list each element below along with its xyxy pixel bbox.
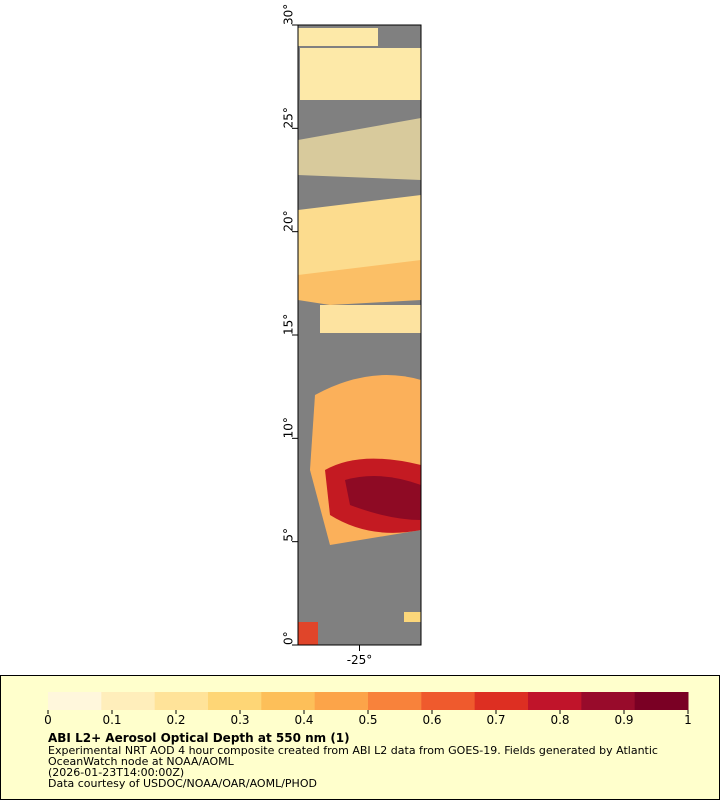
colorbar-tick-label: 0.4 bbox=[294, 713, 313, 727]
colorbar-swatch bbox=[208, 692, 262, 710]
colorbar-tick-label: 0.1 bbox=[102, 713, 121, 727]
aod-field bbox=[298, 25, 421, 645]
colorbar-swatch bbox=[48, 692, 102, 710]
y-tick-label: 25° bbox=[282, 107, 296, 128]
colorbar-swatch bbox=[314, 692, 369, 710]
colorbar-swatch bbox=[474, 692, 529, 710]
note: Experimental NRT AOD 4 hour composite cr… bbox=[48, 744, 658, 757]
colorbar-tick-label: 0.3 bbox=[230, 713, 249, 727]
note: OceanWatch node at NOAA/AOML bbox=[48, 755, 235, 768]
colorbar-swatch bbox=[101, 692, 156, 710]
colorbar-tick-label: 0.2 bbox=[166, 713, 185, 727]
note: (2026-01-23T14:00:00Z) bbox=[48, 766, 184, 779]
colorbar-tick-label: 0.5 bbox=[358, 713, 377, 727]
y-tick-label: 30° bbox=[282, 4, 296, 25]
y-tick-label: 5° bbox=[282, 528, 296, 542]
y-tick-label: 0° bbox=[282, 631, 296, 645]
colorbar-swatch bbox=[421, 692, 476, 710]
title: ABI L2+ Aerosol Optical Depth at 550 nm … bbox=[48, 731, 350, 745]
colorbar-tick-label: 0.8 bbox=[550, 713, 569, 727]
colorbar-swatch bbox=[368, 692, 422, 710]
y-tick-label: 10° bbox=[282, 417, 296, 438]
colorbar-swatch bbox=[581, 692, 636, 710]
colorbar-swatch bbox=[528, 692, 582, 710]
colorbar-tick-label: 0.9 bbox=[614, 713, 633, 727]
colorbar-swatch bbox=[634, 692, 689, 710]
colorbar-tick-label: 0.7 bbox=[486, 713, 505, 727]
note: Data courtesy of USDOC/NOAA/OAR/AOML/PHO… bbox=[48, 777, 317, 790]
colorbar-tick-label: 1 bbox=[684, 713, 692, 727]
colorbar-swatch bbox=[261, 692, 316, 710]
y-tick-label: 20° bbox=[282, 210, 296, 231]
colorbar-tick-label: 0 bbox=[44, 713, 52, 727]
colorbar-swatch bbox=[154, 692, 209, 710]
colorbar-tick-label: 0.6 bbox=[422, 713, 441, 727]
y-tick-label: 15° bbox=[282, 314, 296, 335]
x-tick-label: -25° bbox=[347, 653, 373, 667]
